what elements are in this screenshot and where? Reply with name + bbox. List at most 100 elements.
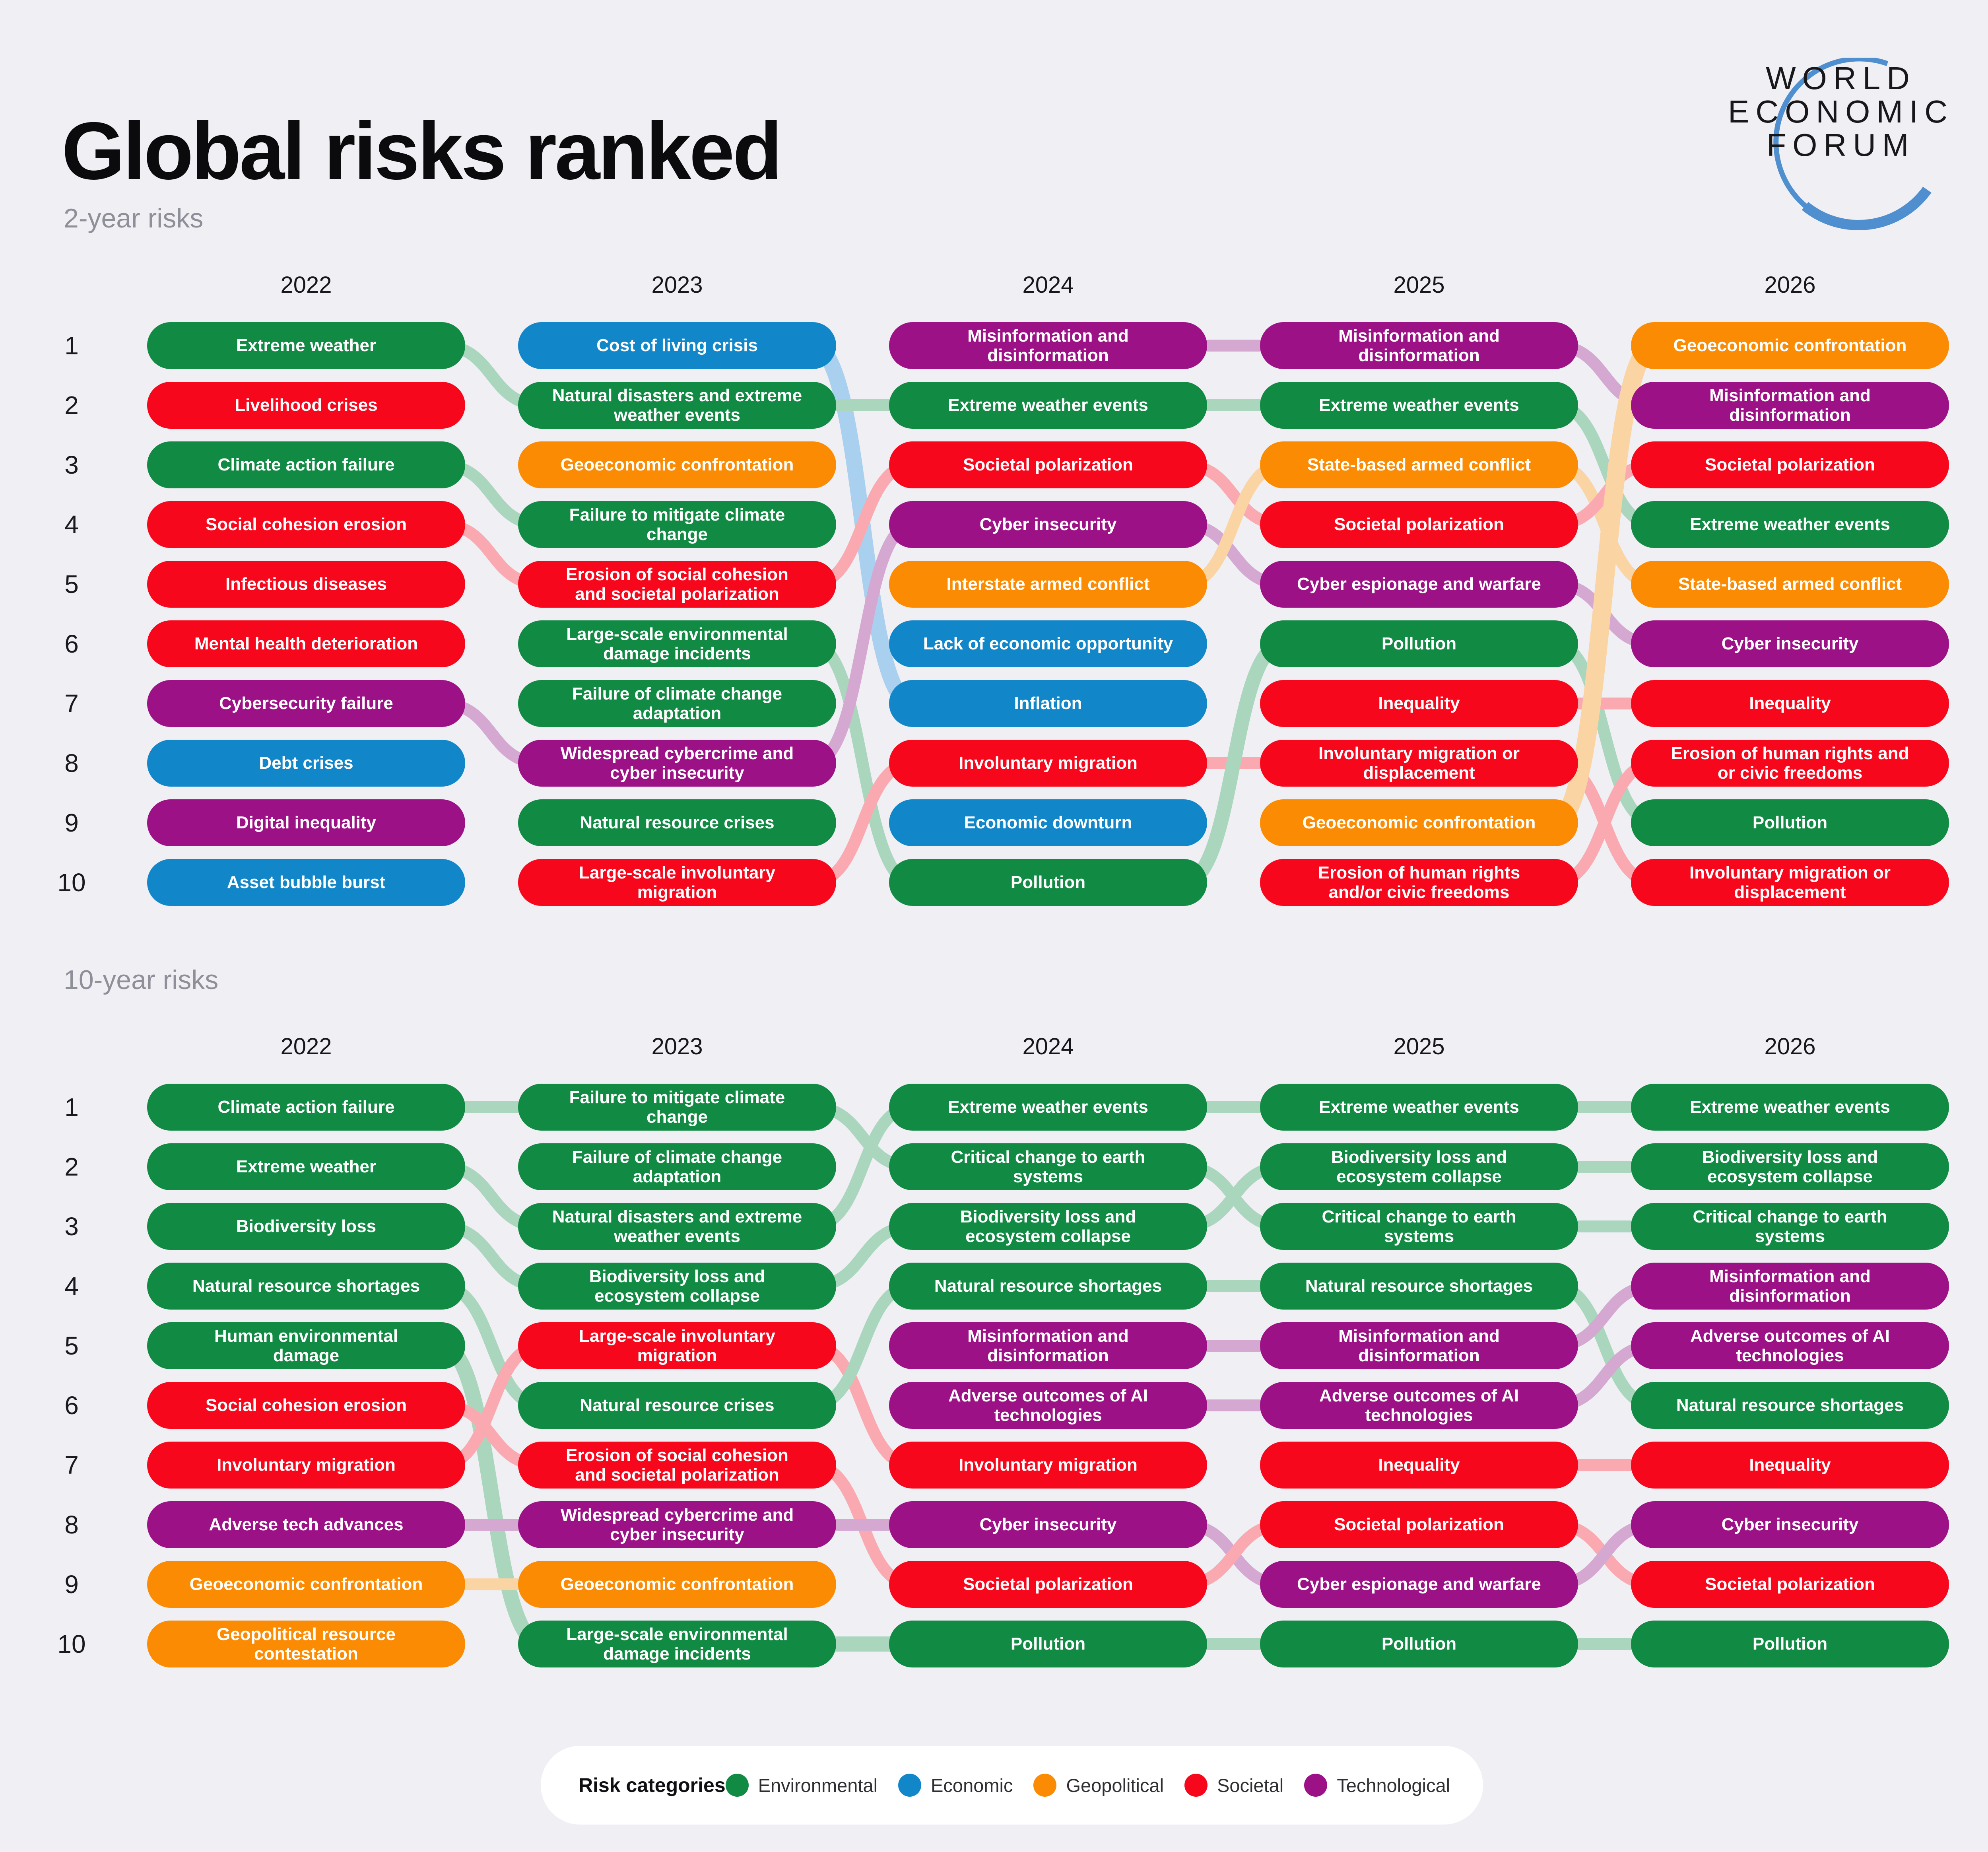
- risk-pill-label: Natural resource crises: [580, 813, 775, 833]
- legend-item: Environmental: [725, 1774, 878, 1797]
- risk-pill-label: Erosion of social cohesion and societal …: [566, 564, 788, 604]
- legend-category-label: Technological: [1337, 1774, 1450, 1796]
- risk-pill: Natural resource shortages: [1260, 1263, 1578, 1310]
- risk-pill-label: Large-scale involuntary migration: [579, 1326, 775, 1365]
- risk-pill: Critical change to earth systems: [889, 1143, 1207, 1190]
- year-header: 2025: [1393, 272, 1445, 298]
- risk-pill: Cyber insecurity: [889, 501, 1207, 548]
- page-title: Global risks ranked: [62, 105, 782, 197]
- risk-pill-label: Misinformation and disinformation: [967, 326, 1129, 365]
- risk-pill: Human environmental damage: [147, 1322, 465, 1369]
- risk-pill: Large-scale involuntary migration: [518, 1322, 836, 1369]
- risk-pill-label: Large-scale involuntary migration: [579, 863, 775, 902]
- risk-pill-label: Geoeconomic confrontation: [560, 1574, 794, 1594]
- risk-pill: Erosion of social cohesion and societal …: [518, 561, 836, 608]
- risk-pill: Natural disasters and extreme weather ev…: [518, 382, 836, 429]
- rank-number: 5: [64, 570, 79, 599]
- risk-pill-label: Extreme weather: [236, 336, 377, 356]
- risk-pill-label: Critical change to earth systems: [1693, 1207, 1887, 1246]
- risk-pill-label: Societal polarization: [1334, 515, 1504, 534]
- risk-pill-label: Cyber espionage and warfare: [1297, 574, 1541, 594]
- risk-pill: Interstate armed conflict: [889, 561, 1207, 608]
- rank-number: 6: [64, 630, 79, 658]
- risk-pill-label: Misinformation and disinformation: [1709, 1266, 1871, 1306]
- risk-pill: Economic downturn: [889, 799, 1207, 846]
- risk-pill: Failure of climate change adaptation: [518, 680, 836, 727]
- legend: Risk categories Environmental Economic Geo…: [541, 1746, 1483, 1825]
- risk-pill-label: Climate action failure: [217, 455, 395, 475]
- risk-pill-label: Extreme weather events: [1319, 1097, 1519, 1117]
- legend-category-dot-icon: [1184, 1774, 1208, 1797]
- year-header: 2024: [1022, 272, 1074, 298]
- risk-pill: Cost of living crisis: [518, 322, 836, 369]
- risk-pill-label: Widespread cybercrime and cyber insecuri…: [560, 743, 794, 783]
- risk-pill-label: Extreme weather events: [948, 1097, 1148, 1117]
- risk-pill: Involuntary migration: [889, 740, 1207, 787]
- legend-category-dot-icon: [1304, 1774, 1328, 1797]
- risk-pill-label: Critical change to earth systems: [1322, 1207, 1516, 1246]
- risk-pill: Mental health deterioration: [147, 620, 465, 667]
- risk-pill: Geoeconomic confrontation: [147, 1561, 465, 1608]
- risk-pill: Geoeconomic confrontation: [1260, 799, 1578, 846]
- risk-pill-label: Widespread cybercrime and cyber insecuri…: [560, 1505, 794, 1544]
- risk-pill: Extreme weather events: [1631, 1084, 1949, 1131]
- risk-pill: Critical change to earth systems: [1631, 1203, 1949, 1250]
- risk-pill-label: Societal polarization: [1705, 1574, 1875, 1594]
- risk-pill-label: Pollution: [1010, 873, 1086, 892]
- year-header: 2026: [1764, 1034, 1816, 1059]
- risk-pill-label: Biodiversity loss and ecosystem collapse: [1331, 1147, 1507, 1186]
- risk-pill-label: Digital inequality: [236, 813, 377, 833]
- risk-pill: Large-scale involuntary migration: [518, 859, 836, 906]
- risk-pill: Natural resource shortages: [889, 1263, 1207, 1310]
- risk-pill: Erosion of human rights and/or civic fre…: [1260, 859, 1578, 906]
- risk-pill-label: Cyber insecurity: [1721, 1515, 1859, 1535]
- year-header: 2025: [1393, 1034, 1445, 1059]
- risk-pill-label: Erosion of human rights and/or civic fre…: [1318, 863, 1520, 902]
- risk-pill: Inequality: [1631, 1442, 1949, 1489]
- risk-pill: Extreme weather: [147, 1143, 465, 1190]
- risk-pill: Involuntary migration or displacement: [1260, 740, 1578, 787]
- rank-number: 10: [57, 868, 86, 897]
- risk-pill-label: Involuntary migration or displacement: [1689, 863, 1891, 902]
- risk-pill-label: Adverse outcomes of AI technologies: [1319, 1386, 1519, 1425]
- risk-pill-label: Economic downturn: [964, 813, 1132, 833]
- wef-logo-text: WORLD ECONOMIC FORUM: [1714, 62, 1968, 162]
- risk-pill-label: Societal polarization: [963, 1574, 1133, 1594]
- risk-pill-label: Geoeconomic confrontation: [1302, 813, 1536, 833]
- risk-pill: Involuntary migration: [147, 1442, 465, 1489]
- risk-pill: Extreme weather events: [889, 1084, 1207, 1131]
- risk-pill: Natural resource crises: [518, 799, 836, 846]
- risk-pill: Extreme weather: [147, 322, 465, 369]
- risk-pill: Large-scale environmental damage inciden…: [518, 1621, 836, 1667]
- rank-number: 2: [64, 1152, 79, 1181]
- legend-item: Societal: [1184, 1774, 1283, 1797]
- risk-pill-label: State-based armed conflict: [1678, 574, 1902, 594]
- risk-pill-label: Natural disasters and extreme weather ev…: [552, 1207, 802, 1246]
- risk-pill: Cyber espionage and warfare: [1260, 561, 1578, 608]
- risk-pill: Extreme weather events: [1631, 501, 1949, 548]
- risk-pill: Lack of economic opportunity: [889, 620, 1207, 667]
- risk-pill: Pollution: [1260, 1621, 1578, 1667]
- risk-pill-label: Adverse outcomes of AI technologies: [948, 1386, 1148, 1425]
- risk-pill-label: Misinformation and disinformation: [1709, 385, 1871, 425]
- risk-pill: Natural resource shortages: [147, 1263, 465, 1310]
- risk-pill: Misinformation and disinformation: [889, 1322, 1207, 1369]
- rank-number: 4: [64, 510, 79, 539]
- rank-number: 7: [64, 1451, 79, 1479]
- legend-category-label: Societal: [1217, 1774, 1284, 1796]
- risk-pill: Adverse outcomes of AI technologies: [889, 1382, 1207, 1429]
- risk-pill: Geoeconomic confrontation: [1631, 322, 1949, 369]
- section-label-10-year: 10-year risks: [64, 965, 219, 995]
- risk-pill-label: Social cohesion erosion: [205, 515, 407, 534]
- year-header: 2023: [651, 1034, 703, 1059]
- wef-logo-arc-icon: [1773, 58, 1932, 230]
- risk-pill-label: Cyber insecurity: [979, 1515, 1117, 1535]
- risk-pill: Pollution: [1631, 799, 1949, 846]
- risk-pill-label: Pollution: [1010, 1634, 1086, 1654]
- risk-pill: Pollution: [1260, 620, 1578, 667]
- risk-pill-label: Inflation: [1014, 694, 1082, 713]
- risk-pill-label: Cyber insecurity: [979, 515, 1117, 534]
- risk-pill: Failure of climate change adaptation: [518, 1143, 836, 1190]
- risk-pill-label: Adverse tech advances: [209, 1515, 404, 1535]
- risk-pill-label: Pollution: [1752, 1634, 1828, 1654]
